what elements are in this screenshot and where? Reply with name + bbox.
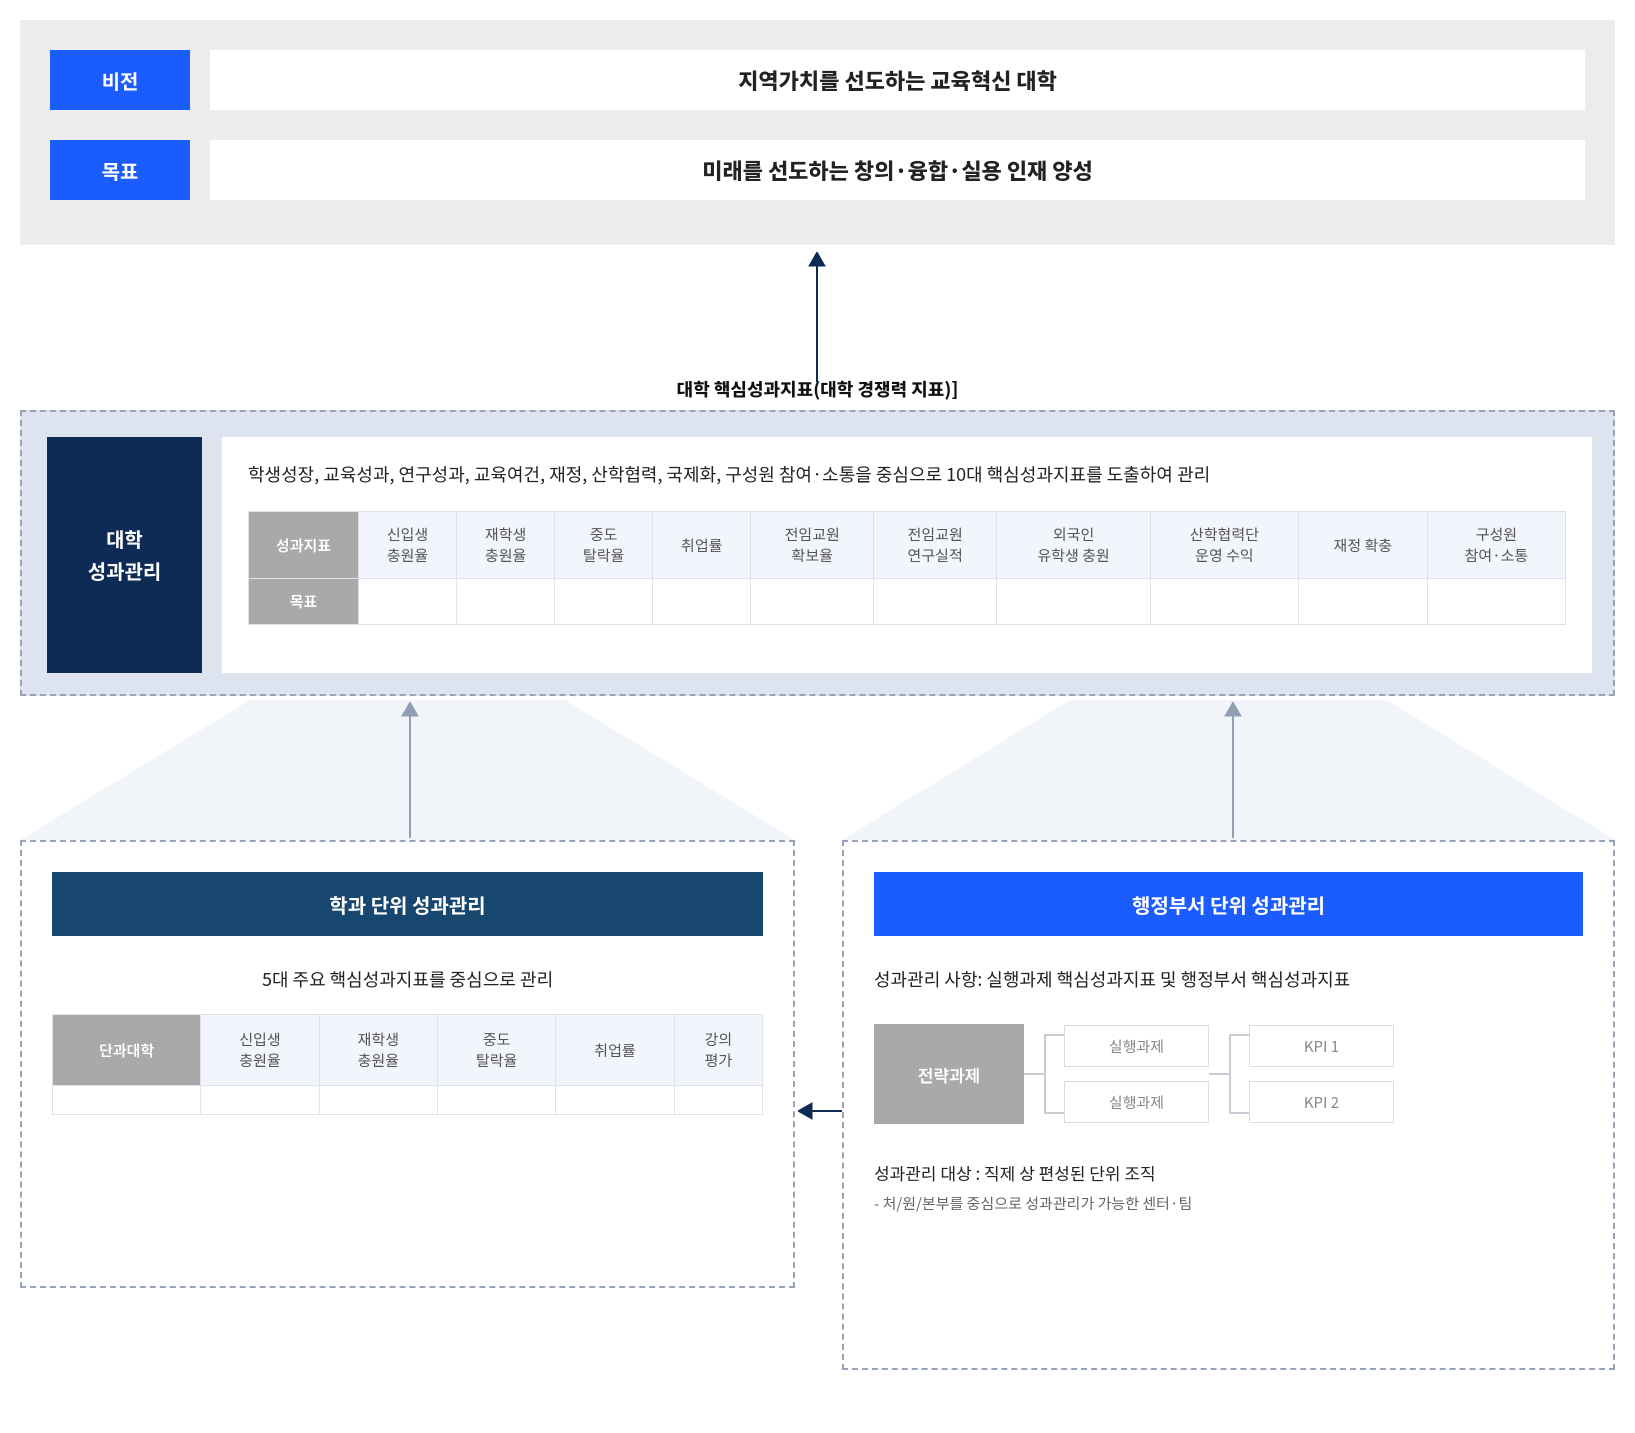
- right-panel-title: 행정부서 단위 성과관리: [874, 872, 1583, 936]
- kpi-col-5: 전임교원연구실적: [874, 512, 997, 579]
- flow-exec-col: 실행과제 실행과제: [1064, 1025, 1209, 1123]
- dept-col-3: 취업률: [556, 1015, 674, 1086]
- kpi-table: 성과지표 신입생충원율 재학생충원율 중도탈락율 취업률 전임교원확보율 전임교…: [248, 511, 1566, 625]
- arrow-up-left: [395, 702, 425, 838]
- vision-label: 비전: [50, 50, 190, 110]
- goal-label: 목표: [50, 140, 190, 200]
- mid-sidebar-l2: 성과관리: [88, 555, 162, 587]
- mid-sidebar-l1: 대학: [106, 523, 143, 555]
- kpi-col-1: 재학생충원율: [457, 512, 555, 579]
- kpi-col-8: 재정 확충: [1298, 512, 1427, 579]
- arrow-up-top: [802, 252, 832, 382]
- mid-content: 학생성장, 교육성과, 연구성과, 교육여건, 재정, 산학협력, 국제화, 구…: [222, 437, 1592, 673]
- kpi-col-6: 외국인유학생 충원: [997, 512, 1151, 579]
- target-text: 성과관리 대상 : 직제 상 편성된 단위 조직: [874, 1160, 1583, 1185]
- dept-col-4: 강의평가: [674, 1015, 762, 1086]
- dept-col-2: 중도탈락율: [437, 1015, 555, 1086]
- dept-table: 단과대학 신입생충원율 재학생충원율 중도탈락율 취업률 강의평가: [52, 1014, 763, 1115]
- flow-exec1: 실행과제: [1064, 1025, 1209, 1067]
- right-panel: 행정부서 단위 성과관리 성과관리 사항: 실행과제 핵심성과지표 및 행정부서…: [842, 840, 1615, 1370]
- mid-title: 대학 핵심성과지표(대학 경쟁력 지표)]: [677, 376, 959, 402]
- kpi-row-header: 성과지표 신입생충원율 재학생충원율 중도탈락율 취업률 전임교원확보율 전임교…: [249, 512, 1566, 579]
- dept-col-0: 신입생충원율: [201, 1015, 319, 1086]
- kpi-rowlabel-0: 성과지표: [249, 512, 359, 579]
- kpi-col-3: 취업률: [653, 512, 751, 579]
- kpi-col-0: 신입생충원율: [359, 512, 457, 579]
- connector-1: [1024, 1024, 1064, 1124]
- goal-text: 미래를 선도하는 창의·융합·실용 인재 양성: [210, 140, 1585, 200]
- left-panel-title: 학과 단위 성과관리: [52, 872, 763, 936]
- vision-row: 비전 지역가치를 선도하는 교육혁신 대학: [50, 50, 1585, 110]
- arrow-left-between: [798, 1096, 842, 1126]
- dept-row-empty: [53, 1086, 763, 1115]
- mid-sidebar: 대학 성과관리: [47, 437, 202, 673]
- target-sub: - 처/원/본부를 중심으로 성과관리가 가능한 센터·팀: [874, 1193, 1583, 1214]
- kpi-row-target: 목표: [249, 579, 1566, 625]
- left-panel-sub: 5대 주요 핵심성과지표를 중심으로 관리: [52, 966, 763, 992]
- kpi-rowlabel-1: 목표: [249, 579, 359, 625]
- dept-col-1: 재학생충원율: [319, 1015, 437, 1086]
- kpi-col-9: 구성원참여·소통: [1427, 512, 1565, 579]
- kpi-col-2: 중도탈락율: [555, 512, 653, 579]
- kpi-col-4: 전임교원확보율: [751, 512, 874, 579]
- mid-section: 대학 핵심성과지표(대학 경쟁력 지표)] 대학 성과관리 학생성장, 교육성과…: [20, 410, 1615, 696]
- dept-row: 단과대학 신입생충원율 재학생충원율 중도탈락율 취업률 강의평가: [53, 1015, 763, 1086]
- right-panel-body: 성과관리 사항: 실행과제 핵심성과지표 및 행정부서 핵심성과지표 전략과제 …: [874, 966, 1583, 1214]
- mid-desc: 학생성장, 교육성과, 연구성과, 교육여건, 재정, 산학협력, 국제화, 구…: [248, 461, 1566, 487]
- flow-strategic: 전략과제: [874, 1024, 1024, 1124]
- flow-exec2: 실행과제: [1064, 1081, 1209, 1123]
- kpi-col-7: 산학협력단운영 수익: [1151, 512, 1299, 579]
- connector-2: [1209, 1024, 1249, 1124]
- dept-hdr: 단과대학: [53, 1015, 201, 1086]
- flow-kpi2: KPI 2: [1249, 1081, 1394, 1123]
- kpi-flow: 전략과제 실행과제 실행과제 KPI 1 KPI 2: [874, 1014, 1583, 1134]
- flow-kpi-col: KPI 1 KPI 2: [1249, 1025, 1394, 1123]
- flow-kpi1: KPI 1: [1249, 1025, 1394, 1067]
- right-panel-sub: 성과관리 사항: 실행과제 핵심성과지표 및 행정부서 핵심성과지표: [874, 966, 1583, 992]
- top-section: 비전 지역가치를 선도하는 교육혁신 대학 목표 미래를 선도하는 창의·융합·…: [20, 20, 1615, 245]
- left-panel: 학과 단위 성과관리 5대 주요 핵심성과지표를 중심으로 관리 단과대학 신입…: [20, 840, 795, 1288]
- goal-row: 목표 미래를 선도하는 창의·융합·실용 인재 양성: [50, 140, 1585, 200]
- arrow-up-right: [1218, 702, 1248, 838]
- vision-text: 지역가치를 선도하는 교육혁신 대학: [210, 50, 1585, 110]
- left-panel-body: 5대 주요 핵심성과지표를 중심으로 관리 단과대학 신입생충원율 재학생충원율…: [52, 966, 763, 1115]
